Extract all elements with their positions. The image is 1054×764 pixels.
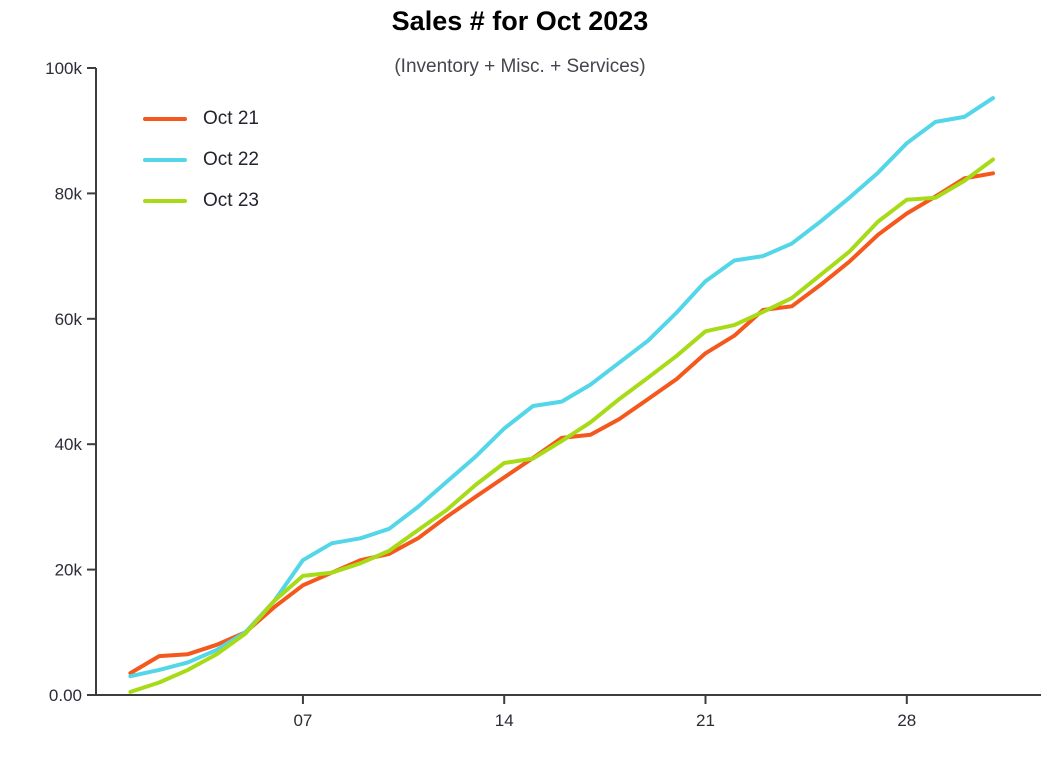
legend-label: Oct 21 — [203, 108, 259, 129]
y-tick-label: 60k — [55, 310, 83, 329]
chart-title: Sales # for Oct 2023 — [391, 6, 649, 36]
chart-legend: Oct 21 Oct 22 Oct 23 — [143, 98, 259, 221]
x-tick-label: 14 — [495, 711, 514, 730]
legend-item-oct-21: Oct 21 — [143, 98, 259, 139]
x-tick-label: 21 — [696, 711, 715, 730]
legend-swatch — [143, 198, 187, 203]
legend-item-oct-23: Oct 23 — [143, 180, 259, 221]
series-line-oct-21 — [128, 171, 995, 676]
y-tick-label: 20k — [55, 561, 83, 580]
series-line-oct-23 — [128, 157, 995, 694]
y-tick-label: 0.00 — [49, 686, 82, 705]
legend-swatch — [143, 116, 187, 121]
series-line-oct-22 — [128, 96, 995, 679]
legend-swatch — [143, 157, 187, 162]
y-tick-label: 40k — [55, 435, 83, 454]
legend-label: Oct 22 — [203, 149, 259, 170]
x-tick-label: 28 — [897, 711, 916, 730]
legend-item-oct-22: Oct 22 — [143, 139, 259, 180]
chart-subtitle: (Inventory + Misc. + Services) — [394, 56, 646, 77]
y-tick-label: 100k — [45, 59, 82, 78]
y-tick-label: 80k — [55, 184, 83, 203]
x-tick-label: 07 — [293, 711, 312, 730]
legend-label: Oct 23 — [203, 190, 259, 211]
